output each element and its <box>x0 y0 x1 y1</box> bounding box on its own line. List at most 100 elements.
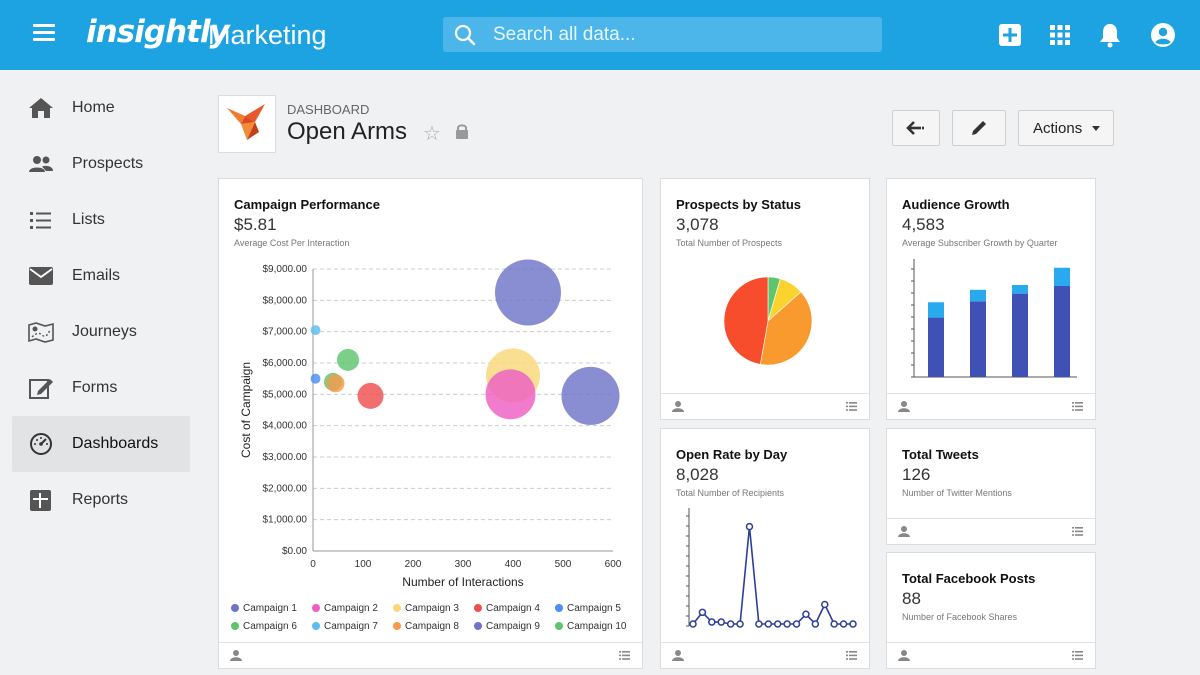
sidebar-item-dashboards[interactable]: Dashboards <box>12 416 190 472</box>
bubble-point <box>337 348 359 371</box>
list-view-icon[interactable] <box>1072 402 1083 411</box>
campaign-performance-card: Campaign Performance $5.81 Average Cost … <box>218 178 643 669</box>
edit-button[interactable] <box>952 110 1006 146</box>
origami-bird-icon <box>227 104 265 140</box>
search-box[interactable] <box>443 17 882 52</box>
legend-item[interactable]: Campaign 3 <box>393 599 474 617</box>
pie-slice <box>759 291 813 366</box>
line-point <box>839 620 848 628</box>
add-icon[interactable] <box>997 22 1023 48</box>
stacked-bar-chart <box>911 259 1077 378</box>
line-point <box>745 522 754 531</box>
legend-item[interactable]: Campaign 10 <box>555 617 636 635</box>
actions-dropdown-button[interactable]: Actions <box>1018 110 1114 146</box>
owner-user-icon[interactable] <box>898 649 910 661</box>
list-view-icon[interactable] <box>619 651 630 660</box>
sidebar-item-label: Lists <box>72 211 105 228</box>
bubble-point <box>495 259 561 326</box>
sidebar-item-home[interactable]: Home <box>12 80 190 136</box>
hamburger-menu-icon[interactable] <box>33 24 55 42</box>
legend-item[interactable]: Campaign 8 <box>393 617 474 635</box>
x-tick-label: 300 <box>455 559 472 570</box>
pie-slice <box>723 276 769 365</box>
caret-down-icon <box>1092 126 1100 131</box>
sidebar-item-label: Reports <box>72 491 129 508</box>
card-title: Total Facebook Posts <box>902 571 1036 586</box>
open-rate-by-day-card: Open Rate by Day 8,028 Total Number of R… <box>660 428 870 669</box>
home-icon <box>29 98 53 118</box>
pencil-icon <box>972 121 986 135</box>
legend-swatch <box>393 604 401 612</box>
sidebar: Home Prospects Lists Emails Jo <box>12 80 190 528</box>
legend-swatch <box>474 604 482 612</box>
legend-item[interactable]: Campaign 2 <box>312 599 393 617</box>
sidebar-item-label: Prospects <box>72 155 144 172</box>
line-point <box>755 620 763 628</box>
legend-row: Campaign 1 Campaign 2 Campaign 3 Campaign 4… <box>231 599 641 617</box>
x-tick-label: 0 <box>310 559 316 570</box>
y-tick-label: $8,000.00 <box>263 295 308 306</box>
legend-item[interactable]: Campaign 9 <box>474 617 555 635</box>
card-footer <box>661 393 869 419</box>
card-footer <box>887 518 1095 544</box>
legend-label: Campaign 6 <box>243 620 297 632</box>
line-point <box>708 618 716 626</box>
legend-item[interactable]: Campaign 4 <box>474 599 555 617</box>
card-title: Open Rate by Day <box>676 447 788 462</box>
bubble-point <box>357 382 384 409</box>
total-facebook-posts-card: Total Facebook Posts 88 Number of Facebo… <box>886 552 1096 669</box>
y-tick-label: $3,000.00 <box>263 452 308 463</box>
back-arrow-icon <box>906 121 924 135</box>
legend-label: Campaign 5 <box>567 602 621 614</box>
sidebar-item-forms[interactable]: Forms <box>12 360 190 416</box>
sidebar-item-label: Dashboards <box>72 435 159 452</box>
gauge-icon <box>30 433 52 455</box>
series-line <box>692 526 853 626</box>
sidebar-item-lists[interactable]: Lists <box>12 192 190 248</box>
x-tick-label: 500 <box>555 559 572 570</box>
owner-user-icon[interactable] <box>230 649 242 661</box>
favorite-star-icon[interactable]: ☆ <box>423 123 441 145</box>
legend-item[interactable]: Campaign 1 <box>231 599 312 617</box>
y-tick-label: $4,000.00 <box>263 421 308 432</box>
sidebar-item-prospects[interactable]: Prospects <box>12 136 190 192</box>
sidebar-item-label: Journeys <box>72 323 137 340</box>
legend-item[interactable]: Campaign 7 <box>312 617 393 635</box>
y-tick-label: $9,000.00 <box>263 264 308 275</box>
prospects-by-status-card: Prospects by Status 3,078 Total Number o… <box>660 178 870 420</box>
legend-label: Campaign 10 <box>567 620 627 632</box>
bar-segment <box>928 317 944 377</box>
user-account-icon[interactable] <box>1150 22 1176 48</box>
legend-item[interactable]: Campaign 6 <box>231 617 312 635</box>
line-point <box>773 620 782 628</box>
list-view-icon[interactable] <box>846 651 857 660</box>
line-point <box>764 620 773 628</box>
y-tick-label: $1,000.00 <box>263 515 308 526</box>
sidebar-item-reports[interactable]: Reports <box>12 472 190 528</box>
bar-segment <box>970 301 986 377</box>
legend-item[interactable]: Campaign 5 <box>555 599 636 617</box>
y-tick-label: $7,000.00 <box>263 327 308 338</box>
app-grid-icon[interactable] <box>1047 22 1073 48</box>
back-button[interactable] <box>892 110 940 146</box>
owner-user-icon[interactable] <box>672 400 684 412</box>
legend-swatch <box>555 622 563 630</box>
list-view-icon[interactable] <box>846 402 857 411</box>
legend-swatch <box>231 604 239 612</box>
list-view-icon[interactable] <box>1072 651 1083 660</box>
legend-swatch <box>393 622 401 630</box>
owner-user-icon[interactable] <box>898 525 910 537</box>
legend-label: Campaign 2 <box>324 602 378 614</box>
search-input[interactable] <box>493 17 873 52</box>
card-value: 3,078 <box>676 215 719 234</box>
card-footer <box>887 642 1095 668</box>
sidebar-item-emails[interactable]: Emails <box>12 248 190 304</box>
sidebar-item-journeys[interactable]: Journeys <box>12 304 190 360</box>
app-logo[interactable]: insightly <box>86 14 230 50</box>
legend-label: Campaign 1 <box>243 602 297 614</box>
bell-icon[interactable] <box>1097 22 1123 48</box>
x-tick-label: 200 <box>405 559 422 570</box>
owner-user-icon[interactable] <box>672 649 684 661</box>
list-view-icon[interactable] <box>1072 527 1083 536</box>
owner-user-icon[interactable] <box>898 400 910 412</box>
